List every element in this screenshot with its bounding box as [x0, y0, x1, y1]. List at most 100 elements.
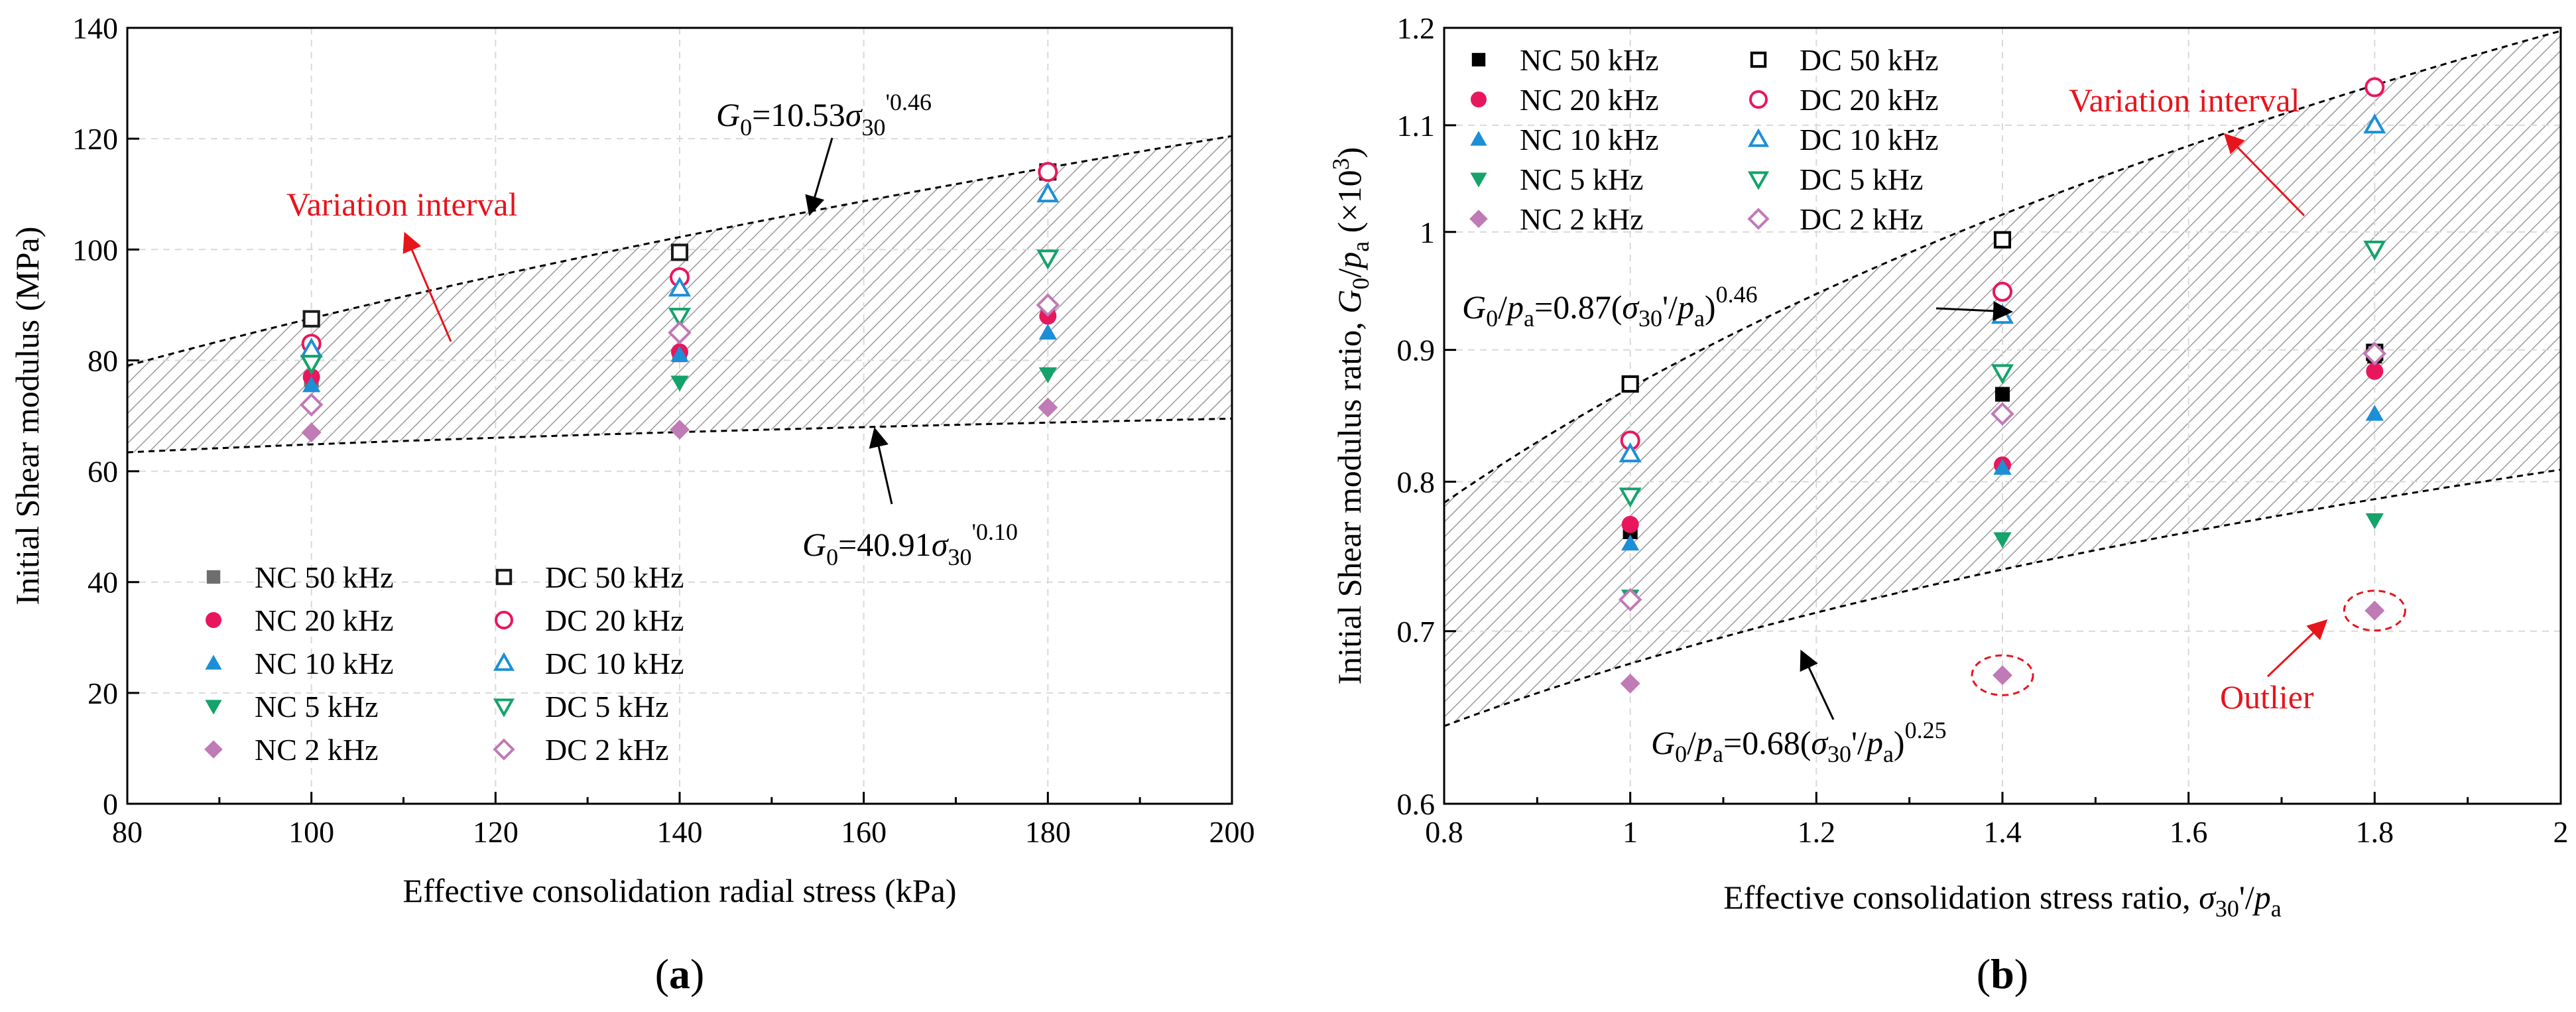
legend-marker-nc-50-khz	[206, 570, 221, 584]
panel-b-chart: 0.8 1 1.2 1.4 1.6 1.8 2 0.6 0.7 0.8 0.9 1 1.1 1.2 Ini…	[1327, 11, 2569, 997]
y-tick-label: 0.8	[1397, 465, 1436, 499]
point-nc-2-khz	[1038, 397, 1058, 418]
plot-frame-a	[126, 27, 1233, 805]
legend-marker-nc-5-khz	[205, 700, 222, 715]
x-tick-label: 120	[473, 815, 519, 849]
y-tick-label: 1	[1420, 216, 1435, 249]
legend-label-nc-50-khz: NC 50 kHz	[255, 560, 394, 594]
legend-marker-dc-5-khz	[493, 698, 515, 718]
y-tick-label: 20	[88, 676, 118, 710]
y-tick-label: 1.2	[1397, 11, 1436, 45]
point-dc-50-khz	[1621, 375, 1639, 393]
point-nc-2-khz	[2364, 600, 2385, 621]
fit-equation-lower-a: G0=40.91σ30'0.10	[802, 519, 1018, 570]
legend-marker-nc-2-khz	[1469, 210, 1488, 228]
legend-marker-dc-10-khz	[493, 652, 515, 671]
point-dc-50-khz	[1993, 231, 2012, 249]
legend-marker-dc-10-khz	[1747, 128, 1770, 147]
fit-line-lower	[1443, 468, 2561, 727]
point-nc-50-khz	[1994, 387, 2010, 402]
point-nc-2-khz	[670, 419, 690, 440]
point-dc-2-khz	[2362, 342, 2387, 366]
legend-label-nc-20-khz: NC 20 kHz	[255, 603, 394, 637]
point-dc-20-khz	[2364, 77, 2385, 97]
point-nc-5-khz	[670, 375, 689, 392]
grid-a	[127, 28, 1232, 804]
fit-upper-pointer-a	[805, 137, 833, 216]
point-nc-10-khz	[2365, 405, 2384, 421]
point-nc-5-khz	[1993, 532, 2012, 548]
legend-a: NC 50 kHz NC 20 kHz NC 10 kHz NC 5 kHz NC 2 …	[204, 560, 684, 767]
point-nc-5-khz	[2365, 513, 2384, 530]
point-dc-20-khz	[1993, 281, 2012, 302]
point-nc-20-khz	[2366, 362, 2384, 380]
x-tick-label: 2	[2553, 815, 2569, 849]
fit-line-upper	[127, 135, 1233, 367]
legend-label-dc-20-khz: DC 20 kHz	[545, 603, 684, 637]
legend-label-nc-2-khz: NC 2 kHz	[255, 733, 379, 767]
outlier-arrow-b	[2266, 619, 2328, 678]
panel-label-b: (b)	[1977, 950, 2028, 997]
y-tick-label: 0.6	[1397, 787, 1436, 821]
point-dc-2-khz	[299, 393, 324, 417]
x-tick-label: 0.8	[1425, 815, 1463, 849]
legend-label-nc-2-khz: NC 2 kHz	[1520, 202, 1644, 236]
x-axis-title-b: Effective consolidation stress ratio, σ3…	[1723, 879, 2282, 922]
x-tick-label: 1.4	[1983, 815, 2022, 849]
legend-label-dc-50-khz: DC 50 kHz	[1800, 43, 1939, 77]
point-nc-10-khz	[302, 376, 321, 393]
variation-interval-label-b: Variation interval	[2069, 82, 2300, 119]
fit-lower-pointer-a	[869, 427, 893, 505]
point-dc-5-khz	[1991, 364, 2014, 385]
x-tick-label: 180	[1025, 815, 1071, 849]
legend-b: NC 50 kHz NC 20 kHz NC 10 kHz NC 5 kHz NC 2 …	[1469, 43, 1939, 236]
panel-a-chart: 80 100 120 140 160 180 200 0 20 40 60 80 100 120 140 I…	[9, 11, 1255, 997]
point-nc-10-khz	[1038, 323, 1057, 340]
legend-label-dc-2-khz: DC 2 kHz	[545, 733, 669, 767]
legend-label-dc-50-khz: DC 50 kHz	[545, 560, 684, 594]
y-axis-title-a: Initial Shear modulus (MPa)	[9, 227, 46, 605]
y-tick-label: 140	[72, 11, 118, 45]
point-dc-10-khz	[1036, 182, 1060, 203]
legend-marker-dc-50-khz	[495, 568, 513, 586]
legend-marker-nc-10-khz	[1470, 131, 1487, 146]
y-tick-label: 1.1	[1397, 109, 1436, 143]
point-dc-5-khz	[300, 355, 323, 375]
legend-marker-nc-2-khz	[204, 740, 223, 759]
point-dc-10-khz	[1619, 442, 1642, 463]
legend-marker-dc-20-khz	[1749, 90, 1768, 109]
legend-label-dc-20-khz: DC 20 kHz	[1800, 83, 1939, 117]
legend-marker-nc-5-khz	[1470, 172, 1487, 188]
point-dc-5-khz	[1036, 249, 1060, 270]
y-tick-label: 120	[72, 122, 118, 156]
panel-label-a: (a)	[655, 950, 705, 997]
legend-marker-dc-2-khz	[493, 738, 515, 761]
legend-label-nc-10-khz: NC 10 kHz	[255, 647, 394, 680]
y-tick-label: 80	[88, 344, 118, 377]
legend-label-dc-5-khz: DC 5 kHz	[545, 690, 669, 724]
x-tick-label: 100	[288, 815, 334, 849]
legend-label-dc-5-khz: DC 5 kHz	[1800, 162, 1924, 196]
legend-marker-nc-20-khz	[1471, 92, 1487, 107]
fit-equation-lower-b: G0/pa=0.68(σ30'/pa)0.25	[1651, 717, 1947, 767]
legend-label-nc-5-khz: NC 5 kHz	[1520, 162, 1644, 196]
point-nc-2-khz	[301, 422, 322, 443]
axis-ticks-a: 80 100 120 140 160 180 200 0 20 40 60 80 100 120 140	[72, 11, 1255, 849]
legend-label-nc-10-khz: NC 10 kHz	[1520, 123, 1659, 157]
plot-frame-b	[1443, 27, 2562, 805]
point-dc-50-khz	[302, 310, 320, 328]
point-nc-20-khz	[1621, 515, 1639, 533]
y-tick-label: 0	[103, 787, 118, 821]
point-nc-10-khz	[1621, 535, 1640, 551]
legend-marker-dc-2-khz	[1747, 208, 1770, 230]
point-dc-50-khz	[670, 243, 689, 261]
legend-marker-nc-20-khz	[206, 612, 221, 628]
data-points-a	[299, 162, 1060, 443]
x-tick-label: 80	[112, 815, 143, 849]
point-nc-2-khz	[1620, 673, 1640, 694]
point-dc-5-khz	[1619, 487, 1642, 508]
y-tick-label: 100	[72, 233, 118, 267]
legend-label-dc-10-khz: DC 10 kHz	[545, 647, 684, 680]
point-nc-10-khz	[670, 346, 689, 362]
